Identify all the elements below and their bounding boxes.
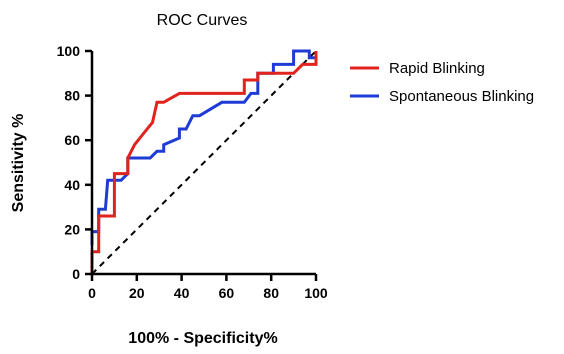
x-tick-label: 100 bbox=[304, 285, 328, 301]
x-tick-label: 80 bbox=[263, 285, 279, 301]
x-tick-label: 0 bbox=[88, 285, 96, 301]
plot-area bbox=[90, 49, 318, 275]
y-tick-label: 100 bbox=[57, 43, 81, 59]
y-axis-title: Sensitivity % bbox=[10, 114, 27, 213]
series-line-spontaneous-blinking bbox=[90, 49, 316, 245]
x-axis-title: 100% - Specificity% bbox=[128, 330, 277, 347]
y-tick-label: 80 bbox=[64, 88, 80, 104]
reference-diagonal-line bbox=[91, 50, 317, 275]
legend-label-spontaneous-blinking: Spontaneous Blinking bbox=[389, 88, 534, 105]
y-tick-label: 20 bbox=[64, 221, 80, 237]
x-tick-label: 20 bbox=[129, 285, 145, 301]
series-line-rapid-blinking bbox=[90, 51, 318, 274]
x-tick-label: 60 bbox=[219, 285, 235, 301]
x-tick-label: 40 bbox=[174, 285, 190, 301]
y-tick-label: 40 bbox=[64, 177, 80, 193]
legend-label-rapid-blinking: Rapid Blinking bbox=[389, 60, 485, 77]
y-tick-label: 60 bbox=[64, 132, 80, 148]
axes: 0 20 40 60 80 100 0 20 40 60 80 100 bbox=[57, 43, 328, 301]
chart-title: ROC Curves bbox=[157, 12, 248, 29]
y-tick-label: 0 bbox=[72, 266, 80, 282]
legend: Rapid Blinking Spontaneous Blinking bbox=[350, 60, 534, 105]
